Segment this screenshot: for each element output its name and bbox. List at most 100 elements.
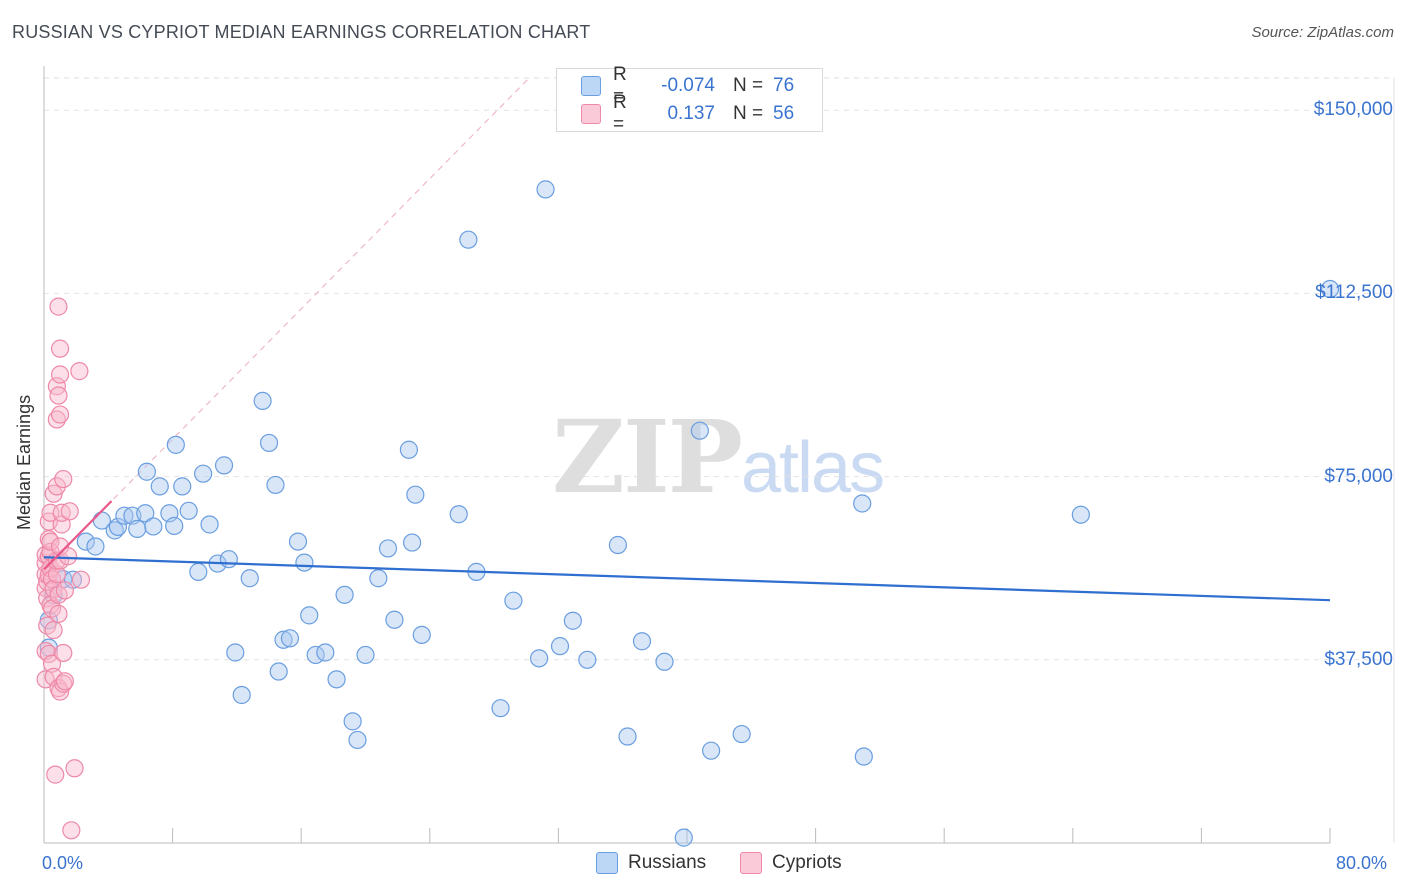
cypriots-point xyxy=(65,759,84,778)
russians-point xyxy=(335,585,354,604)
russians-point xyxy=(105,521,124,540)
y-axis-label: Median Earnings xyxy=(14,395,34,551)
cypriots-point xyxy=(49,297,68,316)
russians-point xyxy=(266,475,285,495)
russians-trend-line xyxy=(43,556,1331,602)
russians-point xyxy=(412,625,431,644)
russians-point xyxy=(618,727,637,746)
legend-r-value: -0.074 xyxy=(661,75,715,96)
cypriots-point xyxy=(50,405,70,424)
russians-point xyxy=(259,433,279,453)
legend-r-label: R = xyxy=(613,64,627,107)
russians-point xyxy=(385,610,404,629)
russians-point xyxy=(369,569,388,588)
y-tick-label: $150,000 xyxy=(1313,99,1393,121)
cypriots-point xyxy=(71,570,91,589)
cypriots-trend-extension xyxy=(43,77,530,570)
legend-row-cypriots: R = 0.137 N = 56 xyxy=(581,92,795,135)
russians-point xyxy=(449,505,468,524)
cypriots-point xyxy=(55,581,74,600)
russians-point xyxy=(179,501,198,520)
y-tick-label: $37,500 xyxy=(1324,648,1393,670)
source-credit: Source: ZipAtlas.com xyxy=(1251,24,1394,41)
cypriots-trend-line xyxy=(43,500,113,571)
cypriots-point xyxy=(60,502,79,521)
legend-row-russians: R = -0.074 N = 76 xyxy=(581,64,795,107)
cypriots-points xyxy=(36,297,91,840)
russians-point xyxy=(288,532,308,551)
russians-point xyxy=(853,494,872,513)
legend-item-cypriots[interactable]: Cypriots xyxy=(740,852,842,874)
legend-r-label: R = xyxy=(613,92,627,135)
cypriots-point xyxy=(70,362,89,381)
russians-point xyxy=(300,606,319,625)
russians-point xyxy=(632,632,652,651)
cypriots-point xyxy=(50,339,70,358)
russians-point xyxy=(608,535,627,555)
russians-point xyxy=(316,643,335,662)
russians-point xyxy=(128,519,147,538)
russians-point xyxy=(173,477,192,496)
cypriots-point xyxy=(54,469,73,489)
correlation-legend: R = -0.074 N = 76 R = 0.137 N = 56 xyxy=(556,64,823,135)
russians-point xyxy=(108,517,128,537)
legend-n-value: 56 xyxy=(773,103,795,124)
cypriots-point xyxy=(47,377,66,396)
russians-point xyxy=(356,645,375,665)
cypriots-point xyxy=(54,643,73,663)
russians-point xyxy=(194,464,213,483)
russians-points xyxy=(39,180,1340,847)
russians-point xyxy=(136,504,155,523)
russians-point xyxy=(702,741,721,760)
legend-n-label: N = xyxy=(733,75,764,96)
chart-title: RUSSIAN VS CYPRIOT MEDIAN EARNINGS CORRE… xyxy=(12,22,591,42)
legend-n-value: 76 xyxy=(773,75,795,96)
russians-point xyxy=(459,230,478,249)
cypriots-point xyxy=(47,477,66,496)
russians-point xyxy=(219,550,238,569)
russians-point xyxy=(378,539,398,558)
russians-point xyxy=(166,435,185,454)
russians-label: Russians xyxy=(628,852,707,873)
russians-point xyxy=(563,611,582,630)
russians-point xyxy=(214,456,234,475)
russians-point xyxy=(327,670,346,689)
cypriots-label: Cypriots xyxy=(772,852,842,873)
series-legend: Russians Cypriots xyxy=(0,852,1406,878)
cypriots-point xyxy=(49,386,68,405)
russians-point xyxy=(491,699,510,718)
russians-point xyxy=(226,643,245,662)
y-tick-label: $112,500 xyxy=(1315,282,1393,304)
russians-point xyxy=(295,553,314,572)
legend-item-russians[interactable]: Russians xyxy=(596,852,706,874)
russians-point xyxy=(690,421,709,440)
trend-lines xyxy=(43,500,1331,602)
russians-point xyxy=(348,730,367,750)
russians-point xyxy=(732,724,751,744)
russians-point xyxy=(240,569,259,588)
russians-point xyxy=(200,515,219,534)
legend-n-label: N = xyxy=(733,103,764,124)
legend-swatch-pink xyxy=(581,104,601,124)
cypriots-point xyxy=(47,565,66,584)
russians-point xyxy=(165,516,184,536)
cypriots-point xyxy=(47,410,66,429)
russians-point xyxy=(144,517,163,536)
cypriots-point xyxy=(59,547,78,566)
cypriots-point xyxy=(62,821,81,840)
russians-point xyxy=(189,562,208,581)
russians-point xyxy=(137,462,156,481)
russians-point xyxy=(253,391,272,411)
russians-point xyxy=(274,630,293,649)
russians-point xyxy=(578,650,597,669)
cypriots-point xyxy=(39,644,58,664)
russians-point xyxy=(674,828,693,847)
russians-point xyxy=(536,180,555,199)
russians-point xyxy=(343,712,362,731)
cypriots-point xyxy=(50,365,70,384)
watermark: ZIPatlas xyxy=(552,398,885,516)
watermark-zip: ZIP xyxy=(552,398,743,516)
cypriots-point xyxy=(46,765,65,784)
x-tick-label-min: 0.0% xyxy=(42,853,84,873)
